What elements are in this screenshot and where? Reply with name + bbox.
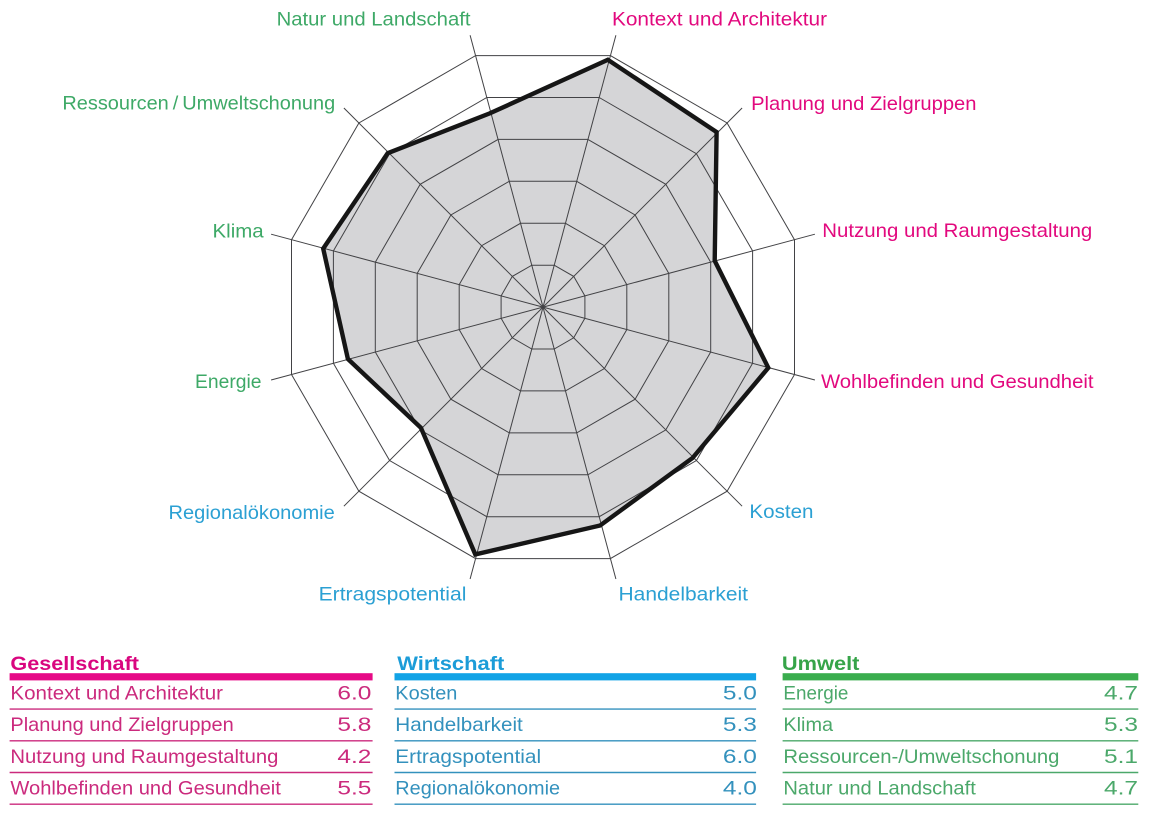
svg-text:Energie: Energie xyxy=(783,682,848,704)
svg-text:Ressourcen-/Umweltschonung: Ressourcen-/Umweltschonung xyxy=(783,746,1059,768)
svg-text:Kontext und Architektur: Kontext und Architektur xyxy=(10,682,223,704)
svg-text:4.2: 4.2 xyxy=(337,746,371,768)
svg-text:Wohlbefinden und Gesundheit: Wohlbefinden und Gesundheit xyxy=(821,371,1094,393)
svg-text:5.3: 5.3 xyxy=(1104,714,1138,736)
svg-text:Ertragspotential: Ertragspotential xyxy=(319,584,467,606)
svg-text:Kosten: Kosten xyxy=(749,501,813,523)
svg-text:Kosten: Kosten xyxy=(395,682,457,704)
svg-text:Planung und Zielgruppen: Planung und Zielgruppen xyxy=(10,714,233,736)
svg-text:Wirtschaft: Wirtschaft xyxy=(397,653,505,675)
svg-text:Ertragspotential: Ertragspotential xyxy=(395,746,541,768)
svg-text:Regionalökonomie: Regionalökonomie xyxy=(395,778,560,800)
svg-text:5.3: 5.3 xyxy=(723,714,757,736)
svg-text:Regionalökonomie: Regionalökonomie xyxy=(169,502,335,524)
svg-text:5.8: 5.8 xyxy=(337,714,371,736)
svg-text:Handelbarkeit: Handelbarkeit xyxy=(619,584,749,606)
svg-text:Klima: Klima xyxy=(213,220,264,242)
svg-text:5.5: 5.5 xyxy=(337,778,371,800)
svg-text:Kontext und Architektur: Kontext und Architektur xyxy=(612,9,828,31)
svg-text:6.0: 6.0 xyxy=(337,682,371,704)
svg-text:6.0: 6.0 xyxy=(723,746,757,768)
svg-text:Nutzung und Raumgestaltung: Nutzung und Raumgestaltung xyxy=(822,220,1092,242)
svg-text:4.0: 4.0 xyxy=(723,778,757,800)
svg-text:Wohlbefinden und Gesundheit: Wohlbefinden und Gesundheit xyxy=(10,778,281,800)
svg-text:Ressourcen / Umweltschonung: Ressourcen / Umweltschonung xyxy=(62,93,335,115)
svg-text:Natur und Landschaft: Natur und Landschaft xyxy=(783,778,976,800)
svg-text:5.0: 5.0 xyxy=(723,682,757,704)
svg-text:5.1: 5.1 xyxy=(1104,746,1138,768)
svg-text:Umwelt: Umwelt xyxy=(782,653,860,675)
svg-text:Klima: Klima xyxy=(783,714,833,736)
svg-text:Planung und Zielgruppen: Planung und Zielgruppen xyxy=(751,93,976,115)
svg-text:Energie: Energie xyxy=(195,371,262,393)
svg-text:Natur und Landschaft: Natur und Landschaft xyxy=(277,9,471,31)
svg-text:Nutzung und Raumgestaltung: Nutzung und Raumgestaltung xyxy=(10,746,278,768)
svg-text:Gesellschaft: Gesellschaft xyxy=(10,653,139,675)
svg-text:4.7: 4.7 xyxy=(1104,682,1138,704)
svg-text:Handelbarkeit: Handelbarkeit xyxy=(395,714,523,736)
svg-text:4.7: 4.7 xyxy=(1104,778,1138,800)
